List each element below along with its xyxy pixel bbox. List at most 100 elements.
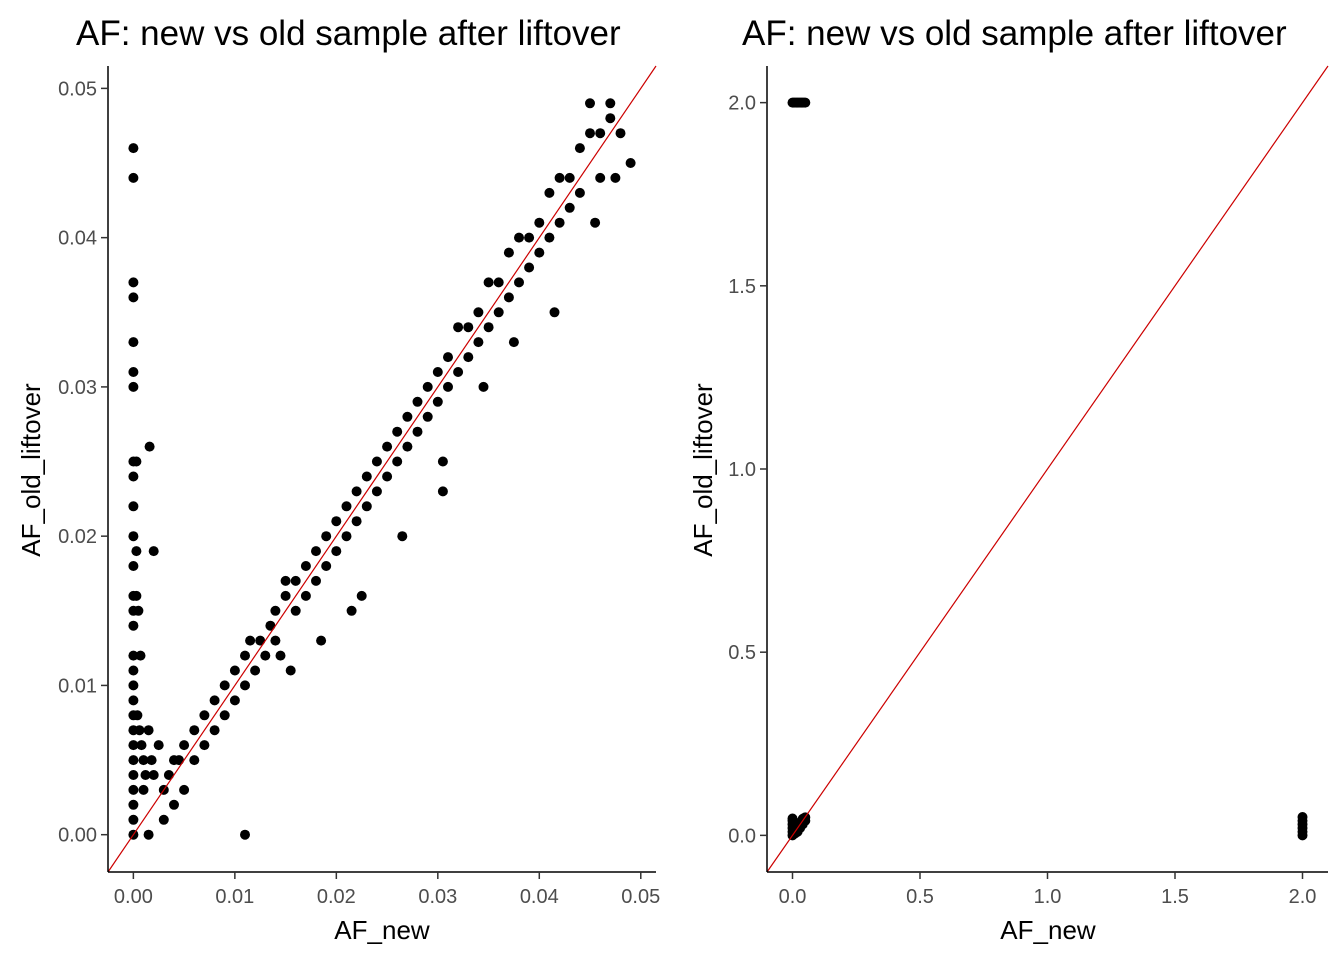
data-point (148, 770, 159, 780)
data-point (300, 561, 311, 571)
data-point (174, 755, 184, 766)
data-point (128, 531, 139, 542)
reference-line (766, 65, 1329, 873)
data-point (483, 322, 494, 333)
data-point (463, 322, 474, 333)
data-point (351, 486, 362, 497)
data-point (169, 799, 179, 810)
data-point (136, 740, 147, 751)
data-point (255, 635, 266, 646)
data-point (128, 292, 139, 303)
data-point (514, 232, 524, 243)
data-point (585, 128, 595, 139)
data-point (153, 740, 164, 751)
data-point (148, 546, 159, 557)
data-point (209, 725, 220, 736)
data-point (321, 531, 332, 542)
data-point (422, 411, 433, 422)
y-tick-label: 0.00 (58, 825, 97, 847)
data-point (285, 665, 296, 676)
data-point (280, 575, 291, 586)
data-point (412, 396, 423, 407)
data-point (134, 725, 145, 736)
data-point (240, 680, 250, 691)
data-point (128, 665, 139, 676)
data-point (564, 172, 575, 183)
data-point (163, 770, 174, 780)
data-point (143, 725, 154, 736)
data-point (240, 829, 250, 840)
x-tick-label: 0.04 (520, 886, 559, 908)
reference-line (107, 65, 657, 873)
data-point (351, 516, 362, 527)
x-tick-label: 0.0 (779, 886, 807, 908)
data-point (270, 635, 281, 646)
data-point (240, 650, 250, 661)
data-point (128, 680, 139, 691)
data-point (341, 531, 352, 542)
data-point (392, 426, 403, 437)
data-point (219, 710, 230, 721)
data-point (585, 98, 595, 109)
y-tick-label: 0.02 (58, 526, 97, 548)
data-point (245, 635, 256, 646)
data-point (422, 381, 433, 392)
data-point (382, 441, 393, 452)
data-point (275, 650, 286, 661)
data-point (128, 143, 139, 154)
data-point (128, 784, 139, 795)
x-tick-label: 2.0 (1289, 886, 1317, 908)
data-point (346, 605, 357, 616)
data-point (443, 352, 453, 363)
y-axis-title: AF_old_liftover (688, 383, 718, 557)
x-tick-label: 0.05 (621, 886, 660, 908)
data-point (392, 456, 403, 467)
data-point (128, 695, 139, 706)
x-tick-label: 1.0 (1034, 886, 1062, 908)
data-point (574, 143, 585, 154)
x-tick-label: 0.02 (317, 886, 356, 908)
x-tick-label: 1.5 (1161, 886, 1189, 908)
data-point (463, 352, 474, 363)
data-point (605, 113, 616, 124)
data-point (209, 695, 220, 706)
data-point (331, 546, 342, 557)
chart-title: AF: new vs old sample after liftover (76, 14, 621, 53)
data-point (524, 232, 535, 243)
data-point (453, 367, 464, 377)
data-point (270, 605, 281, 616)
data-point (615, 128, 626, 139)
data-point (361, 501, 372, 512)
y-tick-label: 1.5 (728, 276, 756, 298)
data-point (128, 814, 139, 825)
data-point (250, 665, 261, 676)
data-point (199, 740, 210, 751)
data-point (361, 471, 372, 482)
data-point (1297, 812, 1308, 822)
data-point (311, 546, 321, 557)
data-point (316, 635, 327, 646)
data-point (544, 187, 555, 198)
data-point (140, 770, 151, 780)
data-point (260, 650, 271, 661)
data-point (219, 680, 230, 691)
data-point (265, 620, 276, 631)
data-point (133, 605, 144, 616)
data-point (189, 755, 200, 766)
data-point (514, 277, 524, 288)
data-point (549, 307, 560, 318)
data-point (402, 441, 413, 452)
y-tick-label: 2.0 (728, 93, 756, 115)
data-point (290, 605, 301, 616)
y-tick-label: 1.0 (728, 459, 756, 481)
data-point (131, 456, 142, 467)
x-tick-label: 0.00 (114, 886, 153, 908)
point-layer (128, 98, 636, 840)
data-point (179, 784, 190, 795)
data-point (138, 784, 149, 795)
data-point (290, 575, 301, 586)
data-point (128, 755, 139, 766)
data-point (473, 337, 484, 348)
data-point (128, 172, 139, 183)
